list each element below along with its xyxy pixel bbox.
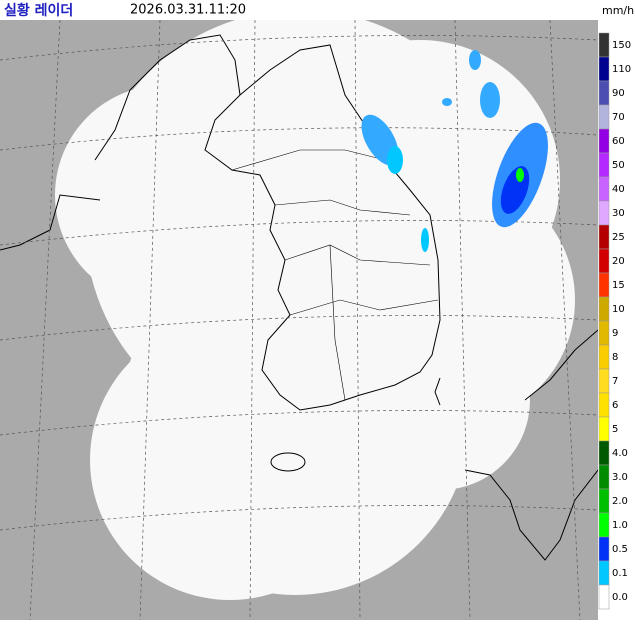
legend-label: 15: [612, 280, 625, 291]
legend-label: 90: [612, 88, 625, 99]
legend-label: 8: [612, 352, 618, 363]
legend-label: 0.0: [612, 592, 628, 603]
legend-label: 20: [612, 256, 625, 267]
legend-swatch: [598, 80, 610, 106]
admin-borders: [231, 149, 439, 401]
legend-swatch: [598, 32, 610, 58]
legend-label: 25: [612, 232, 625, 243]
legend-swatch: [598, 440, 610, 466]
timestamp: 2026.03.31.11:20: [130, 3, 246, 18]
legend-swatch: [598, 512, 610, 538]
legend-swatch: [598, 176, 610, 202]
legend-swatch: [598, 488, 610, 514]
legend-swatch: [598, 560, 610, 586]
header-bar: [0, 0, 635, 20]
precipitation: [361, 50, 548, 252]
legend-swatch: [598, 392, 610, 418]
legend-swatch: [598, 464, 610, 490]
legend: 150 110 90 70 60 50 40 30 25 20 15 10 9 8 7 6 5 4.0 3.0 2.0…: [598, 32, 631, 610]
legend-label: 3.0: [612, 472, 628, 483]
legend-swatch: [598, 56, 610, 82]
legend-swatch: [598, 368, 610, 394]
legend-swatch: [598, 248, 610, 274]
legend-label: 50: [612, 160, 625, 171]
legend-label: 4.0: [612, 448, 628, 459]
legend-label: 2.0: [612, 496, 628, 507]
map: [0, 20, 598, 620]
legend-swatch: [598, 320, 610, 346]
radar-coverage: [55, 20, 575, 600]
legend-label: 5: [612, 424, 618, 435]
legend-label: 0.5: [612, 544, 628, 555]
legend-label: 110: [612, 64, 631, 75]
legend-label: 30: [612, 208, 625, 219]
legend-swatch: [598, 200, 610, 226]
legend-label: 7: [612, 376, 618, 387]
legend-swatch: [598, 104, 610, 130]
legend-label: 70: [612, 112, 625, 123]
legend-swatch: [598, 296, 610, 322]
legend-swatch: [598, 224, 610, 250]
grid-lines: [0, 20, 598, 620]
coastline: [0, 34, 598, 561]
legend-label: 60: [612, 136, 625, 147]
legend-label: 6: [612, 400, 618, 411]
legend-label: 10: [612, 304, 625, 315]
legend-label: 1.0: [612, 520, 628, 531]
legend-label: 40: [612, 184, 625, 195]
legend-label: 0.1: [612, 568, 628, 579]
legend-swatch: [598, 536, 610, 562]
legend-swatch: [598, 344, 610, 370]
title: 실황 레이더: [4, 2, 73, 19]
legend-swatch: [598, 128, 610, 154]
unit: mm/h: [602, 4, 634, 17]
legend-label: 9: [612, 328, 618, 339]
legend-swatch: [598, 272, 610, 298]
legend-label: 150: [612, 40, 631, 51]
legend-swatch: [598, 416, 610, 442]
legend-swatch: [598, 152, 610, 178]
legend-swatch: [598, 584, 610, 610]
